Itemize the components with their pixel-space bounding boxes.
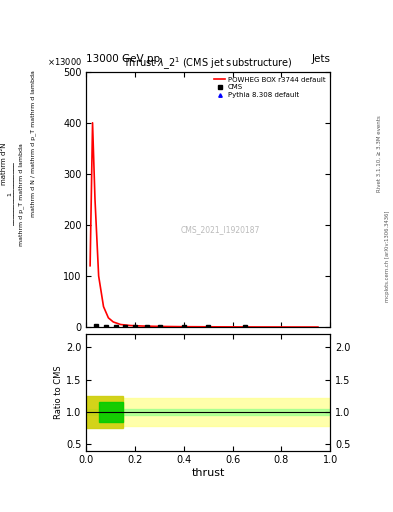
Bar [86, 409, 330, 415]
CMS [206, 324, 211, 330]
Bar [99, 402, 123, 421]
Text: Rivet 3.1.10, ≥ 3.3M events: Rivet 3.1.10, ≥ 3.3M events [377, 115, 382, 192]
CMS [123, 324, 128, 330]
CMS [94, 323, 99, 329]
Line: Pythia 8.308 default: Pythia 8.308 default [94, 325, 246, 329]
Pythia 8.308 default [133, 324, 138, 330]
CMS [157, 324, 162, 330]
CMS [182, 324, 186, 330]
Text: Jets: Jets [311, 54, 330, 64]
POWHEG BOX r3744 default [111, 319, 116, 325]
Bar [86, 398, 330, 426]
Text: 13000 GeV pp: 13000 GeV pp [86, 54, 161, 64]
POWHEG BOX r3744 default [101, 304, 106, 310]
POWHEG BOX r3744 default [316, 324, 320, 330]
CMS [145, 324, 150, 330]
POWHEG BOX r3744 default [218, 324, 223, 330]
POWHEG BOX r3744 default [88, 263, 92, 269]
X-axis label: thrust: thrust [192, 468, 225, 478]
Line: CMS: CMS [94, 325, 246, 329]
Pythia 8.308 default [157, 324, 162, 330]
POWHEG BOX r3744 default [157, 324, 162, 330]
Pythia 8.308 default [123, 324, 128, 330]
Pythia 8.308 default [94, 323, 99, 329]
POWHEG BOX r3744 default [96, 273, 101, 279]
POWHEG BOX r3744 default [128, 323, 133, 329]
CMS [104, 324, 108, 330]
Pythia 8.308 default [113, 324, 118, 330]
POWHEG BOX r3744 default [118, 322, 123, 328]
POWHEG BOX r3744 default [291, 324, 296, 330]
Pythia 8.308 default [182, 324, 186, 330]
Line: POWHEG BOX r3744 default: POWHEG BOX r3744 default [90, 123, 318, 327]
Pythia 8.308 default [206, 324, 211, 330]
Pythia 8.308 default [145, 324, 150, 330]
CMS [113, 324, 118, 330]
POWHEG BOX r3744 default [255, 324, 259, 330]
POWHEG BOX r3744 default [182, 324, 186, 330]
Pythia 8.308 default [242, 324, 247, 330]
Title: Thrust $\lambda\_2^1$ (CMS jet substructure): Thrust $\lambda\_2^1$ (CMS jet substruct… [123, 55, 293, 72]
POWHEG BOX r3744 default [93, 196, 97, 202]
POWHEG BOX r3744 default [90, 120, 95, 126]
Text: mathrm d N / mathrm d p_T mathrm d lambda: mathrm d N / mathrm d p_T mathrm d lambd… [31, 70, 36, 217]
Text: mathrm d²N: mathrm d²N [1, 142, 7, 185]
Legend: POWHEG BOX r3744 default, CMS, Pythia 8.308 default: POWHEG BOX r3744 default, CMS, Pythia 8.… [213, 75, 327, 99]
Text: CMS_2021_I1920187: CMS_2021_I1920187 [181, 225, 260, 234]
POWHEG BOX r3744 default [106, 315, 111, 321]
Bar [86, 396, 123, 428]
CMS [133, 324, 138, 330]
Text: $\times$13000: $\times$13000 [47, 56, 82, 67]
POWHEG BOX r3744 default [140, 323, 145, 329]
Text: 1
─────────────────
mathrm d p_T mathrm d lambda: 1 ───────────────── mathrm d p_T mathrm … [7, 143, 24, 246]
Pythia 8.308 default [104, 324, 108, 330]
Text: mcplots.cern.ch [arXiv:1306.3436]: mcplots.cern.ch [arXiv:1306.3436] [385, 210, 389, 302]
Y-axis label: Ratio to CMS: Ratio to CMS [55, 366, 63, 419]
CMS [242, 324, 247, 330]
